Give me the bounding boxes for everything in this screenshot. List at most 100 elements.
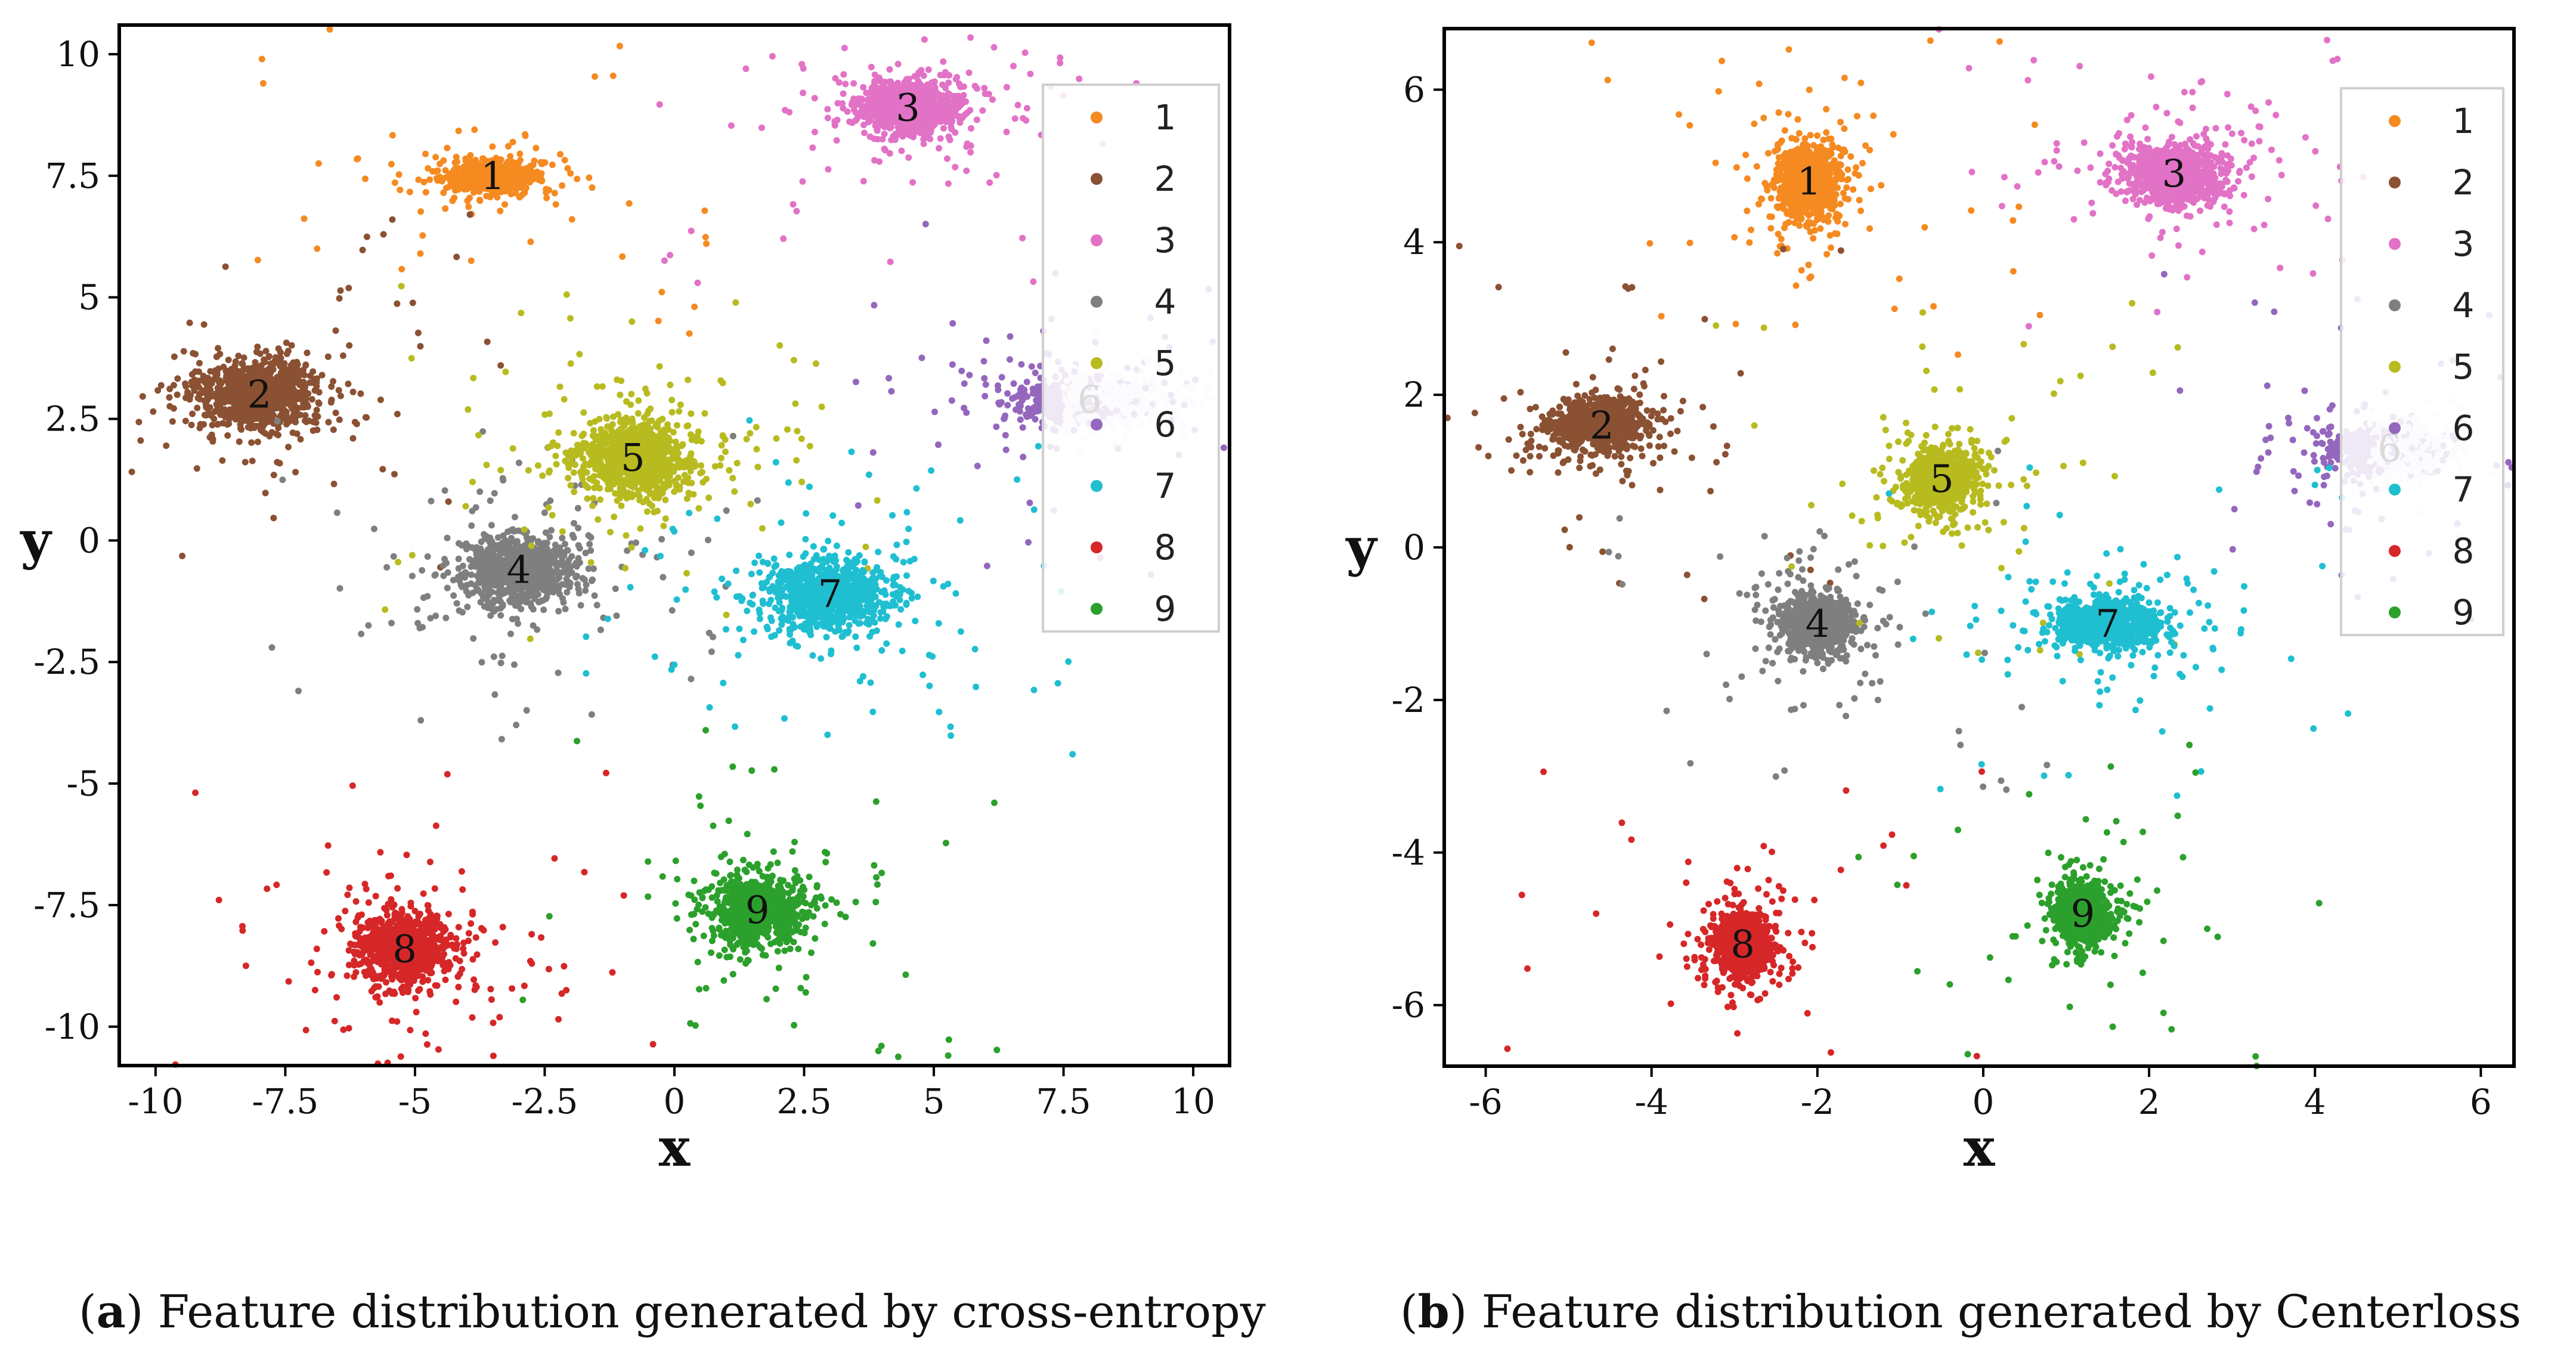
caption-b: (b) Feature distribution generated by Ce… [1400, 1285, 2522, 1338]
x-tick-label: 7.5 [1036, 1081, 1091, 1122]
y-tick-label: 4 [1403, 222, 1425, 262]
legend-label-7: 7 [1154, 466, 1176, 506]
cluster-2-points [128, 211, 504, 571]
cluster-label-3: 3 [896, 86, 920, 131]
x-axis-ticks: -10 -7.5 -5 -2.5 0 2.5 5 7.5 10 [128, 1066, 1215, 1122]
x-axis-title: x [659, 1116, 691, 1178]
legend: 1 2 3 4 5 6 7 8 9 [2340, 87, 2504, 636]
x-tick-label: -7.5 [252, 1081, 319, 1122]
cluster-label-9: 9 [2070, 892, 2095, 936]
y-tick-label: -2.5 [33, 642, 100, 682]
cluster-3-points [656, 34, 1140, 286]
cluster-label-2: 2 [247, 373, 272, 417]
legend-label-5: 5 [1154, 343, 1176, 383]
legend-label-8: 8 [1154, 527, 1176, 568]
y-axis-title: y [19, 509, 52, 571]
y-tick-label: 0 [1403, 527, 1425, 568]
y-tick-label: -4 [1392, 832, 1426, 873]
cluster-3-points [1936, 26, 2367, 330]
cluster-9-points [1855, 741, 2323, 1070]
x-tick-label: 0 [664, 1081, 686, 1122]
x-tick-label: 4 [2304, 1082, 2326, 1122]
legend-marker-5 [1091, 357, 1103, 369]
x-tick-label: -6 [1469, 1082, 1503, 1122]
cluster-7-points [583, 417, 1076, 758]
y-tick-label: -10 [45, 1007, 100, 1047]
y-tick-label: 6 [1403, 69, 1425, 110]
x-tick-label: -2.5 [512, 1081, 578, 1122]
cluster-label-1: 1 [481, 154, 505, 199]
legend-marker-2 [1091, 173, 1103, 185]
legend-label-9: 9 [2453, 592, 2475, 633]
x-tick-label: 2 [2138, 1082, 2160, 1122]
y-tick-label: -7.5 [33, 885, 100, 925]
legend-label-3: 3 [2453, 224, 2475, 264]
cluster-7-points [1885, 464, 2352, 799]
x-axis-title: x [1964, 1116, 1996, 1178]
legend-label-6: 6 [1154, 404, 1176, 445]
y-tick-label: -5 [67, 763, 101, 804]
y-tick-label: 10 [56, 34, 100, 75]
cluster-label-3: 3 [2162, 152, 2186, 196]
legend-label-1: 1 [2453, 101, 2475, 141]
legend: 1 2 3 4 5 6 7 8 9 [1042, 83, 1220, 633]
y-tick-label: -2 [1392, 680, 1426, 720]
cluster-label-2: 2 [1590, 404, 1614, 448]
y-axis-ticks: 10 7.5 5 2.5 0 -2.5 -5 -7.5 -10 [33, 34, 119, 1047]
caption-a: (a) Feature distribution generated by cr… [79, 1285, 1266, 1338]
cluster-label-5: 5 [621, 436, 645, 481]
legend-marker-3 [1091, 234, 1103, 246]
x-tick-label: -5 [398, 1081, 432, 1122]
x-tick-label: 10 [1171, 1081, 1215, 1122]
legend-label-2: 2 [2453, 162, 2475, 203]
legend-marker-9 [2389, 606, 2401, 618]
legend-marker-8 [1091, 541, 1103, 553]
x-tick-label: -2 [1801, 1082, 1835, 1122]
legend-marker-4 [1091, 296, 1103, 308]
cluster-1-points [254, 26, 710, 337]
x-tick-label: 0 [1973, 1082, 1995, 1122]
legend-box [1042, 83, 1220, 633]
y-tick-label: 0 [78, 520, 100, 561]
cluster-5-points [1713, 300, 2181, 658]
chart-panel-a: 123456789123456789-10-7.5-5-2.502.557.51… [19, 23, 1231, 1178]
cluster-label-7: 7 [2095, 602, 2120, 646]
y-axis-ticks: 6 4 2 0 -2 -4 -6 [1392, 69, 1444, 1026]
legend-marker-3 [2389, 238, 2401, 250]
cluster-9-points [519, 727, 1001, 1060]
legend-label-8: 8 [2453, 531, 2475, 571]
legend-label-4: 4 [1154, 281, 1176, 322]
legend-label-2: 2 [1154, 159, 1176, 199]
legend-box [2340, 87, 2504, 636]
cluster-label-4: 4 [1805, 602, 1829, 646]
cluster-4-points [268, 417, 761, 743]
y-tick-label: 5 [78, 277, 100, 318]
legend-marker-4 [2389, 299, 2401, 311]
legend-marker-9 [1091, 603, 1103, 615]
legend-marker-5 [2389, 361, 2401, 373]
y-tick-label: -6 [1392, 985, 1426, 1026]
cluster-label-8: 8 [392, 927, 417, 971]
cluster-label-1: 1 [1797, 160, 1822, 204]
cluster-label-7: 7 [818, 572, 843, 617]
legend-marker-8 [2389, 545, 2401, 557]
legend-marker-7 [1091, 480, 1103, 492]
y-tick-label: 7.5 [45, 156, 100, 196]
cluster-2-points [1444, 243, 1844, 602]
cluster-label-9: 9 [745, 888, 770, 933]
legend-marker-6 [1091, 419, 1103, 431]
cluster-8-points [172, 769, 657, 1068]
legend-label-3: 3 [1154, 220, 1176, 261]
y-tick-label: 2.5 [45, 398, 100, 439]
cluster-label-5: 5 [1930, 457, 1954, 501]
x-axis-ticks: -6 -4 -2 0 2 4 6 [1469, 1066, 2492, 1122]
x-tick-label: 5 [923, 1081, 945, 1122]
y-tick-label: 2 [1403, 374, 1425, 415]
x-tick-label: -4 [1634, 1082, 1668, 1122]
x-tick-label: 2.5 [776, 1081, 831, 1122]
legend-marker-1 [1091, 112, 1103, 123]
legend-label-5: 5 [2453, 346, 2475, 387]
cluster-1-points [1588, 37, 2044, 358]
